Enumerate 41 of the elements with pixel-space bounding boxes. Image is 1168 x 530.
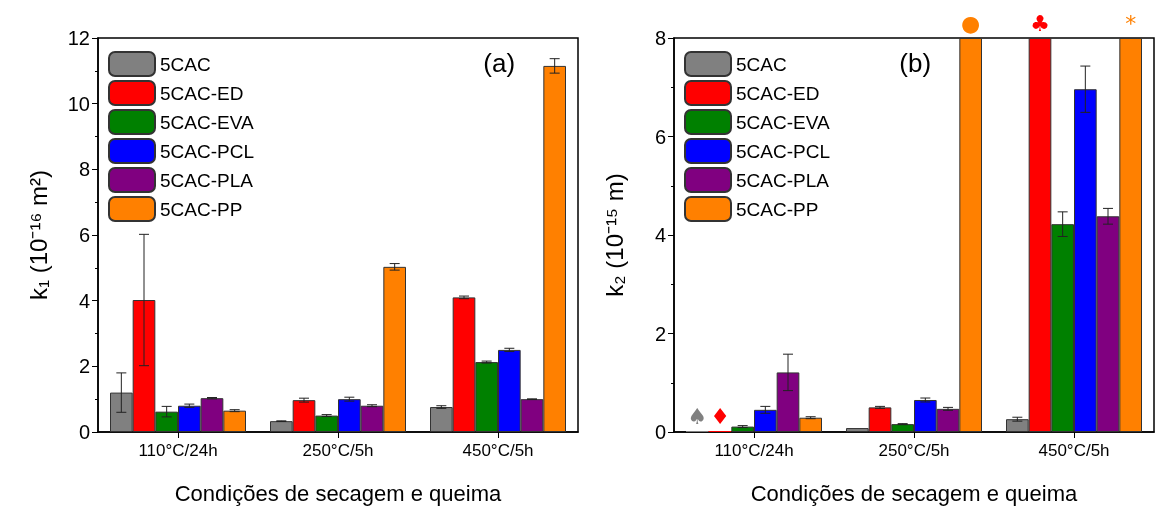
x-axis-title: Condições de secagem e queima xyxy=(174,480,503,506)
legend-label: 5CAC-PLA xyxy=(160,169,254,191)
legend-label: 5CAC-PP xyxy=(160,198,243,220)
y-tick-label: 6 xyxy=(78,224,90,246)
x-tick-label: 450°C/5h xyxy=(462,441,534,460)
y-tick-label: 4 xyxy=(78,289,90,312)
y-axis-title: k₁ (10⁻¹⁶ m²) xyxy=(24,170,52,300)
y-tick-label: 2 xyxy=(654,322,666,345)
y-tick-label: 0 xyxy=(78,421,90,443)
y-tick-label: 8 xyxy=(654,27,666,49)
y-tick-label: 10 xyxy=(67,92,90,115)
legend-label: 5CAC-ED xyxy=(736,82,820,104)
legend-label: 5CAC-PCL xyxy=(736,140,830,162)
legend-label: 5CAC-ED xyxy=(160,82,244,104)
legend-label: 5CAC-PLA xyxy=(736,169,830,191)
x-tick-label: 110°C/24h xyxy=(138,441,218,460)
x-tick-label: 450°C/5h xyxy=(1038,441,1110,460)
y-axis-title: k₂ (10⁻¹⁵ m) xyxy=(600,173,628,297)
y-tick-label: 6 xyxy=(654,125,666,148)
data-label: ♦ xyxy=(710,403,730,429)
x-axis-title: Condições de secagem e queima xyxy=(750,480,1079,506)
x-tick-label: 110°C/24h xyxy=(714,441,794,460)
y-tick-label: 0 xyxy=(654,421,666,443)
y-tick-label: 8 xyxy=(78,158,90,181)
data-label: * xyxy=(1125,10,1137,36)
legend-label: 5CAC-PCL xyxy=(160,140,254,162)
legend-label: 5CAC xyxy=(736,53,787,75)
annotation: (a) xyxy=(483,48,516,78)
x-tick-label: 250°C/5h xyxy=(302,441,374,460)
legend-label: 5CAC-EVA xyxy=(736,111,830,133)
annotation: (b) xyxy=(899,48,932,78)
legend-label: 5CAC-EVA xyxy=(160,111,254,133)
y-tick-label: 4 xyxy=(654,224,666,246)
legend-label: 5CAC-PP xyxy=(736,198,819,220)
x-tick-label: 250°C/5h xyxy=(878,441,950,460)
y-tick-label: 12 xyxy=(67,27,90,49)
y-tick-label: 2 xyxy=(78,355,90,378)
data-label: ♠ xyxy=(687,403,708,429)
data-label: ♣ xyxy=(1030,10,1050,36)
data-label: ● xyxy=(961,10,981,36)
legend-label: 5CAC xyxy=(160,53,211,75)
